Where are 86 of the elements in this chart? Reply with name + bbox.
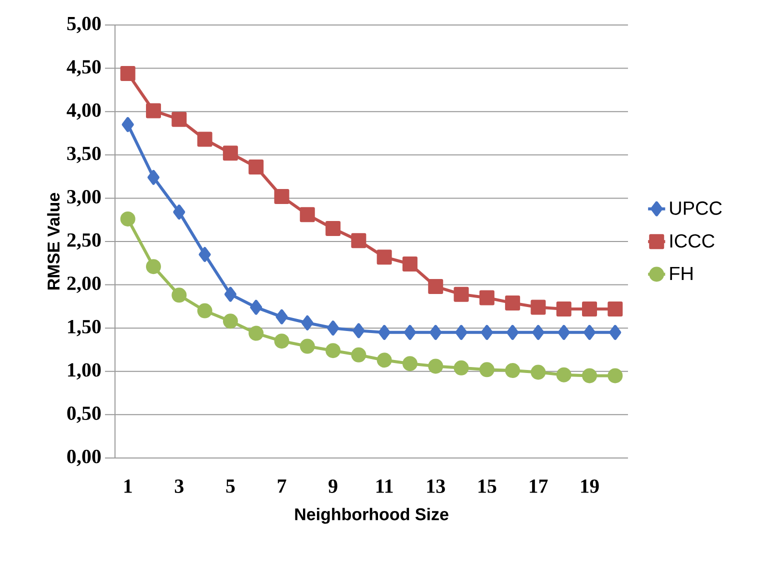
point	[172, 112, 187, 127]
point	[146, 103, 161, 118]
point	[608, 368, 623, 384]
point	[250, 300, 262, 315]
point	[609, 324, 622, 340]
point	[428, 358, 444, 374]
point	[479, 362, 494, 378]
point	[530, 364, 546, 380]
point	[530, 300, 546, 315]
point	[146, 259, 161, 274]
x-tick-label: 5	[226, 480, 235, 493]
point	[479, 290, 494, 306]
point	[326, 221, 341, 236]
y-tick-label: 1,50	[68, 320, 101, 336]
x-tick-label: 15	[478, 480, 496, 493]
point	[506, 324, 519, 340]
point	[582, 302, 598, 317]
point	[326, 343, 341, 358]
point	[505, 295, 520, 310]
point	[402, 256, 418, 272]
y-tick-label: 5,00	[67, 16, 101, 34]
point	[404, 324, 416, 340]
point	[224, 286, 236, 302]
y-tick-label: 0,50	[67, 406, 101, 423]
point	[276, 309, 288, 324]
y-tick-label: 4,50	[66, 60, 101, 76]
point	[454, 360, 469, 376]
legend-label: ICCC	[670, 234, 714, 248]
point	[351, 233, 366, 248]
y-tick-label: 1,00	[68, 363, 101, 380]
point	[455, 324, 468, 340]
y-tick-label: 3,50	[67, 146, 101, 164]
x-tick-label: 19	[581, 480, 599, 493]
point	[428, 279, 444, 294]
point	[532, 324, 544, 340]
x-tick-label: 13	[427, 480, 445, 493]
point	[120, 211, 136, 226]
y-tick-label: 4,00	[66, 103, 101, 120]
point	[197, 303, 212, 318]
point	[274, 334, 290, 349]
legend-label: UPCC	[670, 201, 722, 215]
point	[376, 250, 392, 265]
x-axis-title: Neighborhood Size	[295, 508, 448, 524]
point	[556, 367, 572, 382]
point	[173, 204, 186, 220]
x-tick-label: 7	[278, 480, 286, 493]
point	[300, 207, 315, 222]
y-tick-label: 2,00	[67, 276, 101, 293]
x-tick-label: 3	[174, 480, 184, 493]
point	[351, 347, 366, 362]
point	[274, 188, 290, 204]
point	[172, 288, 187, 303]
point	[402, 356, 418, 372]
y-tick-label: 3,00	[67, 190, 101, 206]
point	[608, 302, 623, 317]
x-tick-label: 11	[376, 480, 393, 493]
point	[301, 315, 314, 330]
y-tick-label: 2,50	[67, 233, 101, 250]
point	[378, 324, 390, 340]
point	[454, 286, 469, 302]
point	[120, 66, 136, 81]
point	[327, 320, 340, 336]
point	[352, 323, 365, 338]
point	[198, 246, 211, 262]
point	[248, 160, 264, 175]
x-tick-label: 9	[328, 480, 338, 493]
y-tick-label: 0,00	[67, 450, 101, 466]
legend-label: FH	[670, 266, 692, 280]
point	[222, 314, 238, 329]
point	[300, 338, 315, 354]
point	[222, 146, 238, 161]
point	[147, 170, 160, 185]
point	[430, 324, 442, 340]
point	[122, 117, 134, 132]
point	[584, 324, 596, 340]
point	[582, 368, 598, 384]
x-tick-label: 17	[530, 480, 548, 493]
point	[248, 326, 264, 341]
point	[197, 132, 212, 147]
point	[505, 363, 520, 378]
point	[558, 324, 570, 340]
point	[376, 352, 392, 368]
x-tick-label: 1	[124, 480, 132, 493]
point	[480, 324, 493, 340]
y-axis-title: RMSE Value	[47, 192, 60, 290]
point	[556, 302, 572, 317]
